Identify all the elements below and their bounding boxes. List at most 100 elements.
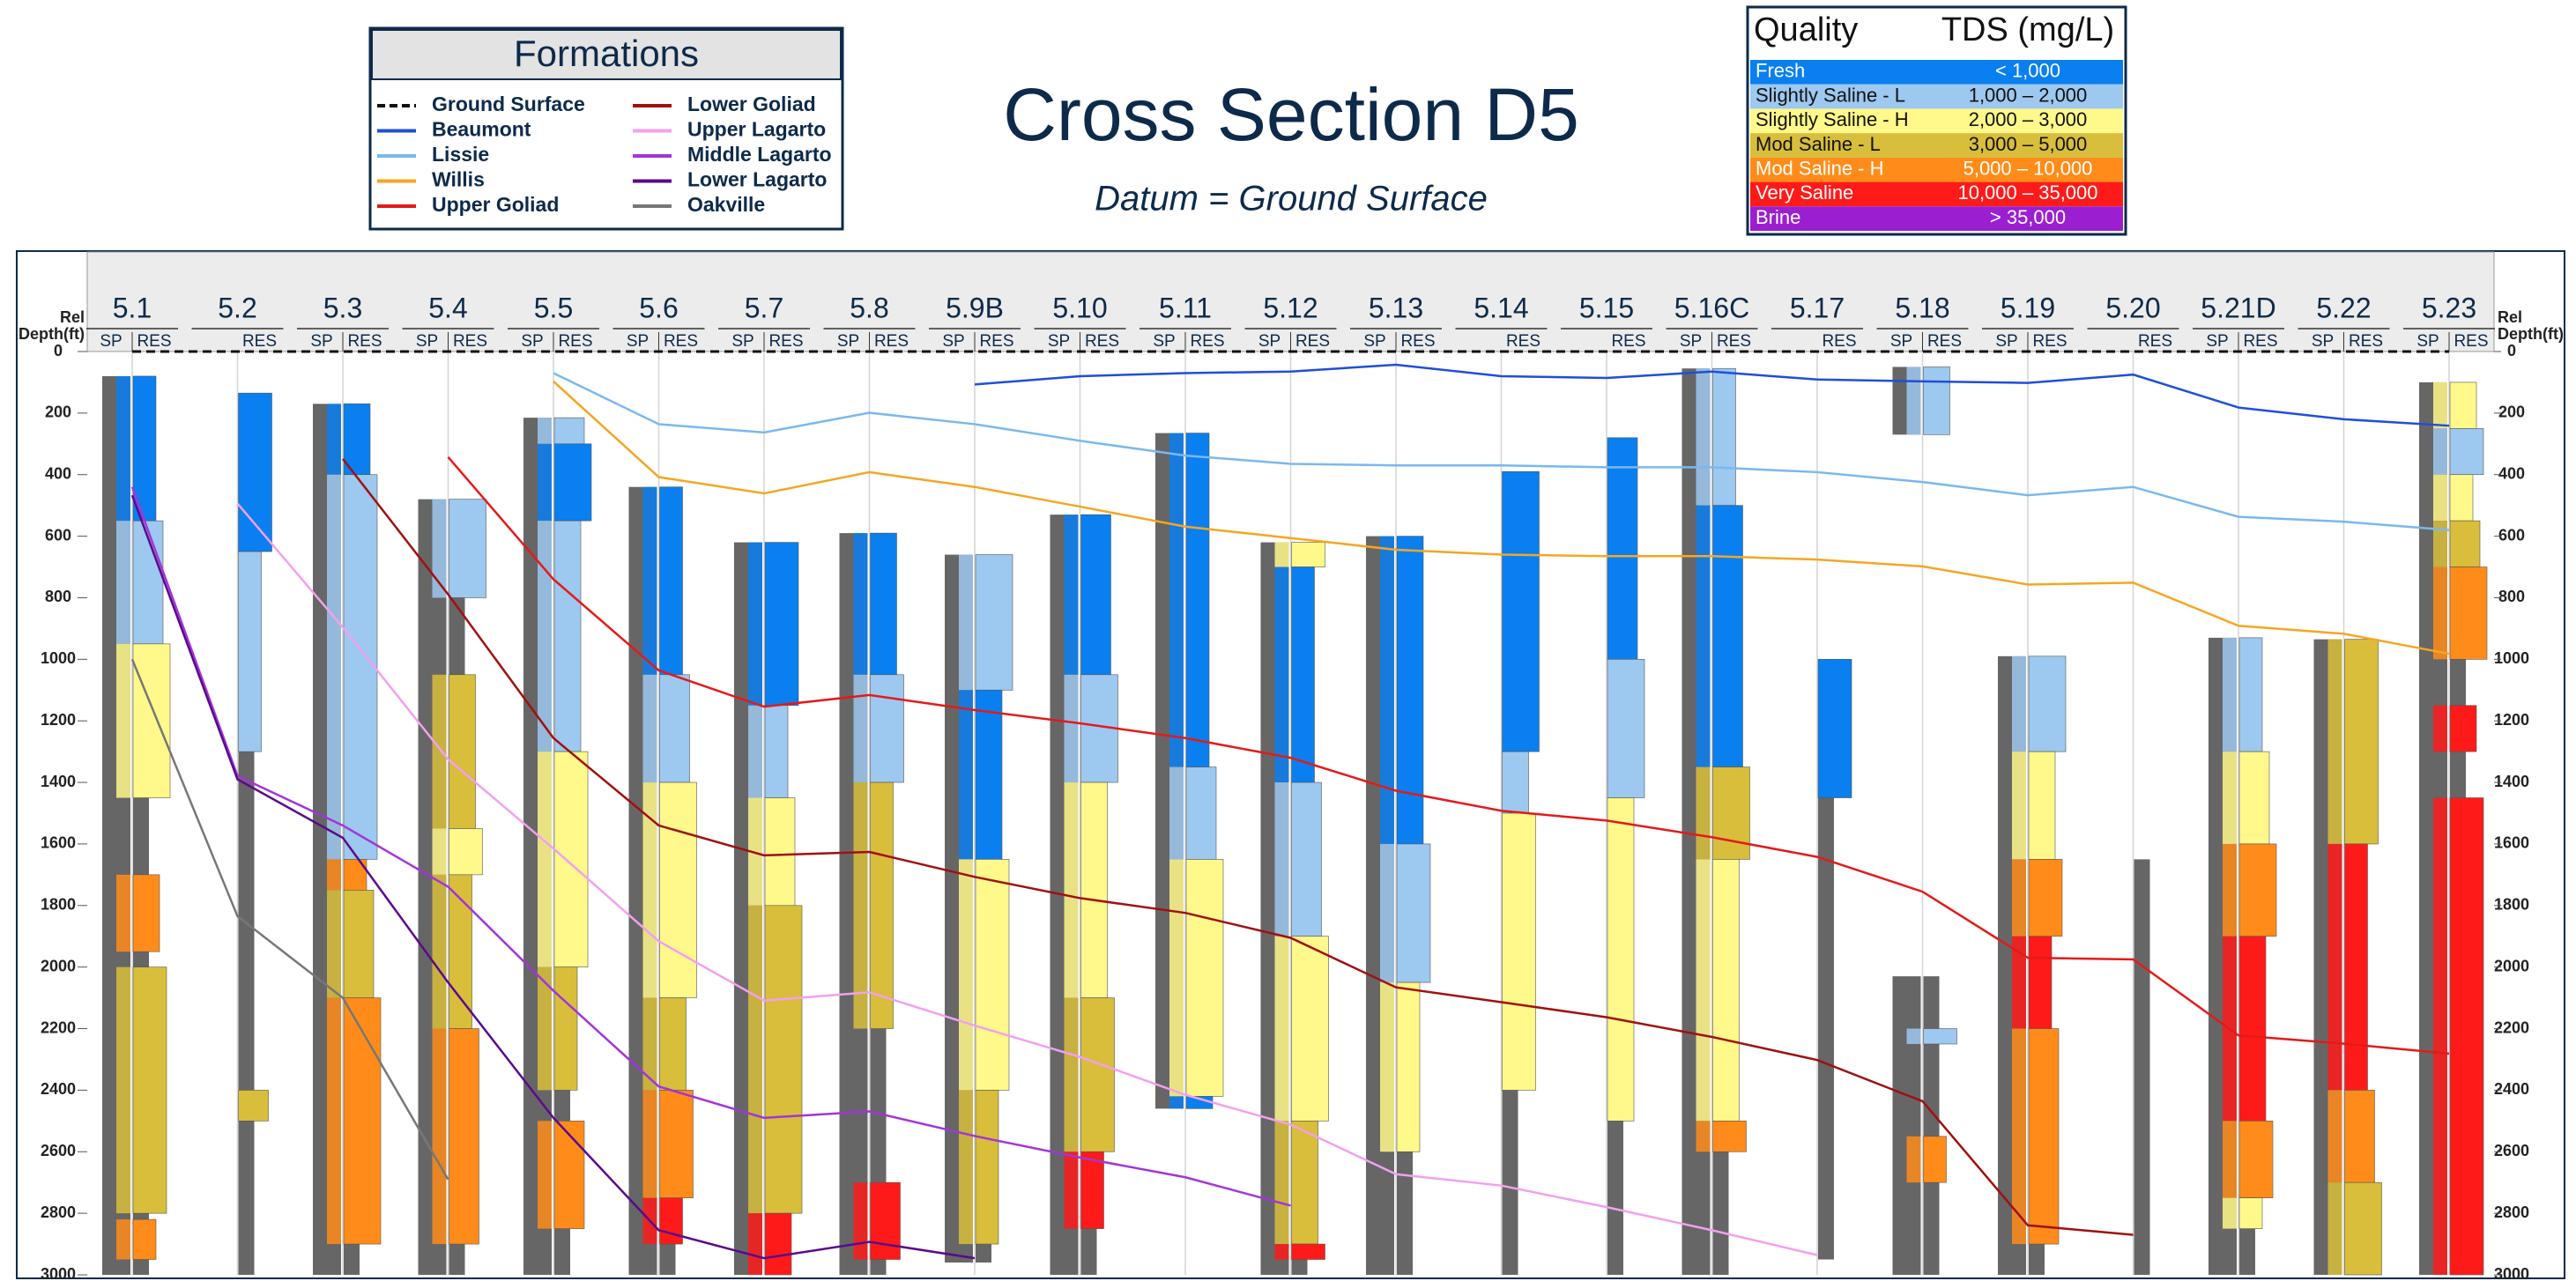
quality-interval [2028,1028,2060,1245]
sp-interval [2433,797,2447,1275]
depth-tick-label: 600 [45,526,71,544]
quality-interval [1080,1151,1104,1229]
sp-interval [1064,1151,1079,1229]
sp-interval [748,542,762,706]
quality-interval [1291,781,1322,937]
track-label: SP [731,332,753,351]
quality-interval [1291,542,1325,567]
track-label: SP [1995,332,2017,351]
well-name: 5.6 [639,292,678,323]
sp-interval [1064,782,1079,998]
res-log [1923,976,1940,1275]
quality-interval [449,674,476,829]
depth-tick-label: 800 [2498,588,2525,605]
quality-interval [449,499,486,598]
sp-interval [748,1213,762,1275]
legend-label: Willis [432,168,485,191]
depth-tick-label: 2200 [41,1018,76,1036]
track-label: SP [942,332,964,351]
well-name: 5.8 [850,292,888,323]
sp-interval [116,874,130,952]
depth-tick-label: 2800 [2494,1203,2529,1221]
sp-interval [432,674,447,829]
quality-interval [2344,843,2368,1091]
track-label: SP [2206,332,2228,351]
well-name: 5.2 [218,292,256,323]
sp-interval [1274,782,1289,937]
well-name: 5.12 [1263,292,1318,323]
sp-interval [432,499,447,598]
sp-interval [2433,566,2447,660]
sp-interval [116,966,130,1214]
formation-line [447,456,2450,1055]
quality-interval [1817,659,1852,798]
quality-interval [1396,981,1421,1152]
track-label: RES [1085,332,1119,351]
track-label: SP [1153,332,1175,351]
legend-label: Lower Lagarto [687,168,827,191]
sp-interval [538,966,552,1091]
quality-range: 1,000 – 2,000 [1969,84,2088,106]
quality-interval [343,890,375,998]
depth-tick-label: 2000 [41,957,76,974]
depth-tick-label: 2400 [41,1080,76,1098]
track-label: SP [100,332,122,351]
sp-interval [538,521,552,752]
sp-interval [748,797,762,906]
quality-range: 5,000 – 10,000 [1964,158,2093,180]
quality-interval [1502,751,1529,814]
quality-interval [2449,797,2484,1276]
track-label: RES [347,332,382,351]
track-label: SP [2416,332,2439,351]
quality-interval [238,551,262,752]
sp-interval [1169,859,1184,1097]
quality-interval [449,1028,479,1245]
quality-interval [870,674,904,783]
track-label: RES [1717,332,1751,351]
legend-label: Upper Goliad [432,193,559,216]
track-label: RES [2349,332,2383,351]
sp-interval [1064,997,1079,1152]
quality-interval [659,781,697,998]
track-label: RES [1927,332,1962,351]
quality-interval [659,1197,683,1245]
depth-tick-label: 1800 [2494,896,2529,914]
quality-interval [659,997,687,1091]
sp-interval [2012,752,2026,860]
quality-interval [1291,936,1329,1122]
sp-interval [959,1090,973,1245]
sp-interval [1169,433,1184,767]
quality-interval [764,1212,792,1276]
quality-interval [1712,766,1750,860]
sp-interval [1696,859,1711,1122]
depth-tick-label: 400 [45,464,71,482]
sp-interval [116,521,130,644]
quality-interval [1080,781,1108,998]
sp-interval [642,1090,657,1198]
formation-line [130,494,976,1260]
quality-interval [1923,367,1950,435]
quality-interval [553,1121,585,1229]
sp-interval [642,674,657,783]
depth-axis-label: Rel [2498,308,2522,326]
sp-interval [2433,474,2447,522]
well-name: 5.11 [1159,292,1212,323]
depth-tick-label: 200 [45,404,71,421]
quality-interval [2238,843,2277,937]
formation-line [974,363,2450,427]
sp-interval [642,782,657,998]
quality-header: Quality [1754,11,1858,48]
sp-interval [432,1028,447,1245]
sp-interval [2012,936,2026,1029]
title: Cross Section D5 [1003,73,1579,156]
sp-interval [2433,705,2447,752]
legend-label: Lissie [432,143,489,166]
quality-range: 2,000 – 3,000 [1969,108,2088,130]
quality-swatch [1750,206,2123,231]
quality-range: < 1,000 [1995,60,2060,82]
sp-interval [2223,637,2237,752]
quality-interval [1712,505,1743,767]
quality-swatch [1750,60,2123,85]
sp-interval [2223,1121,2237,1198]
quality-interval [2238,1197,2263,1229]
